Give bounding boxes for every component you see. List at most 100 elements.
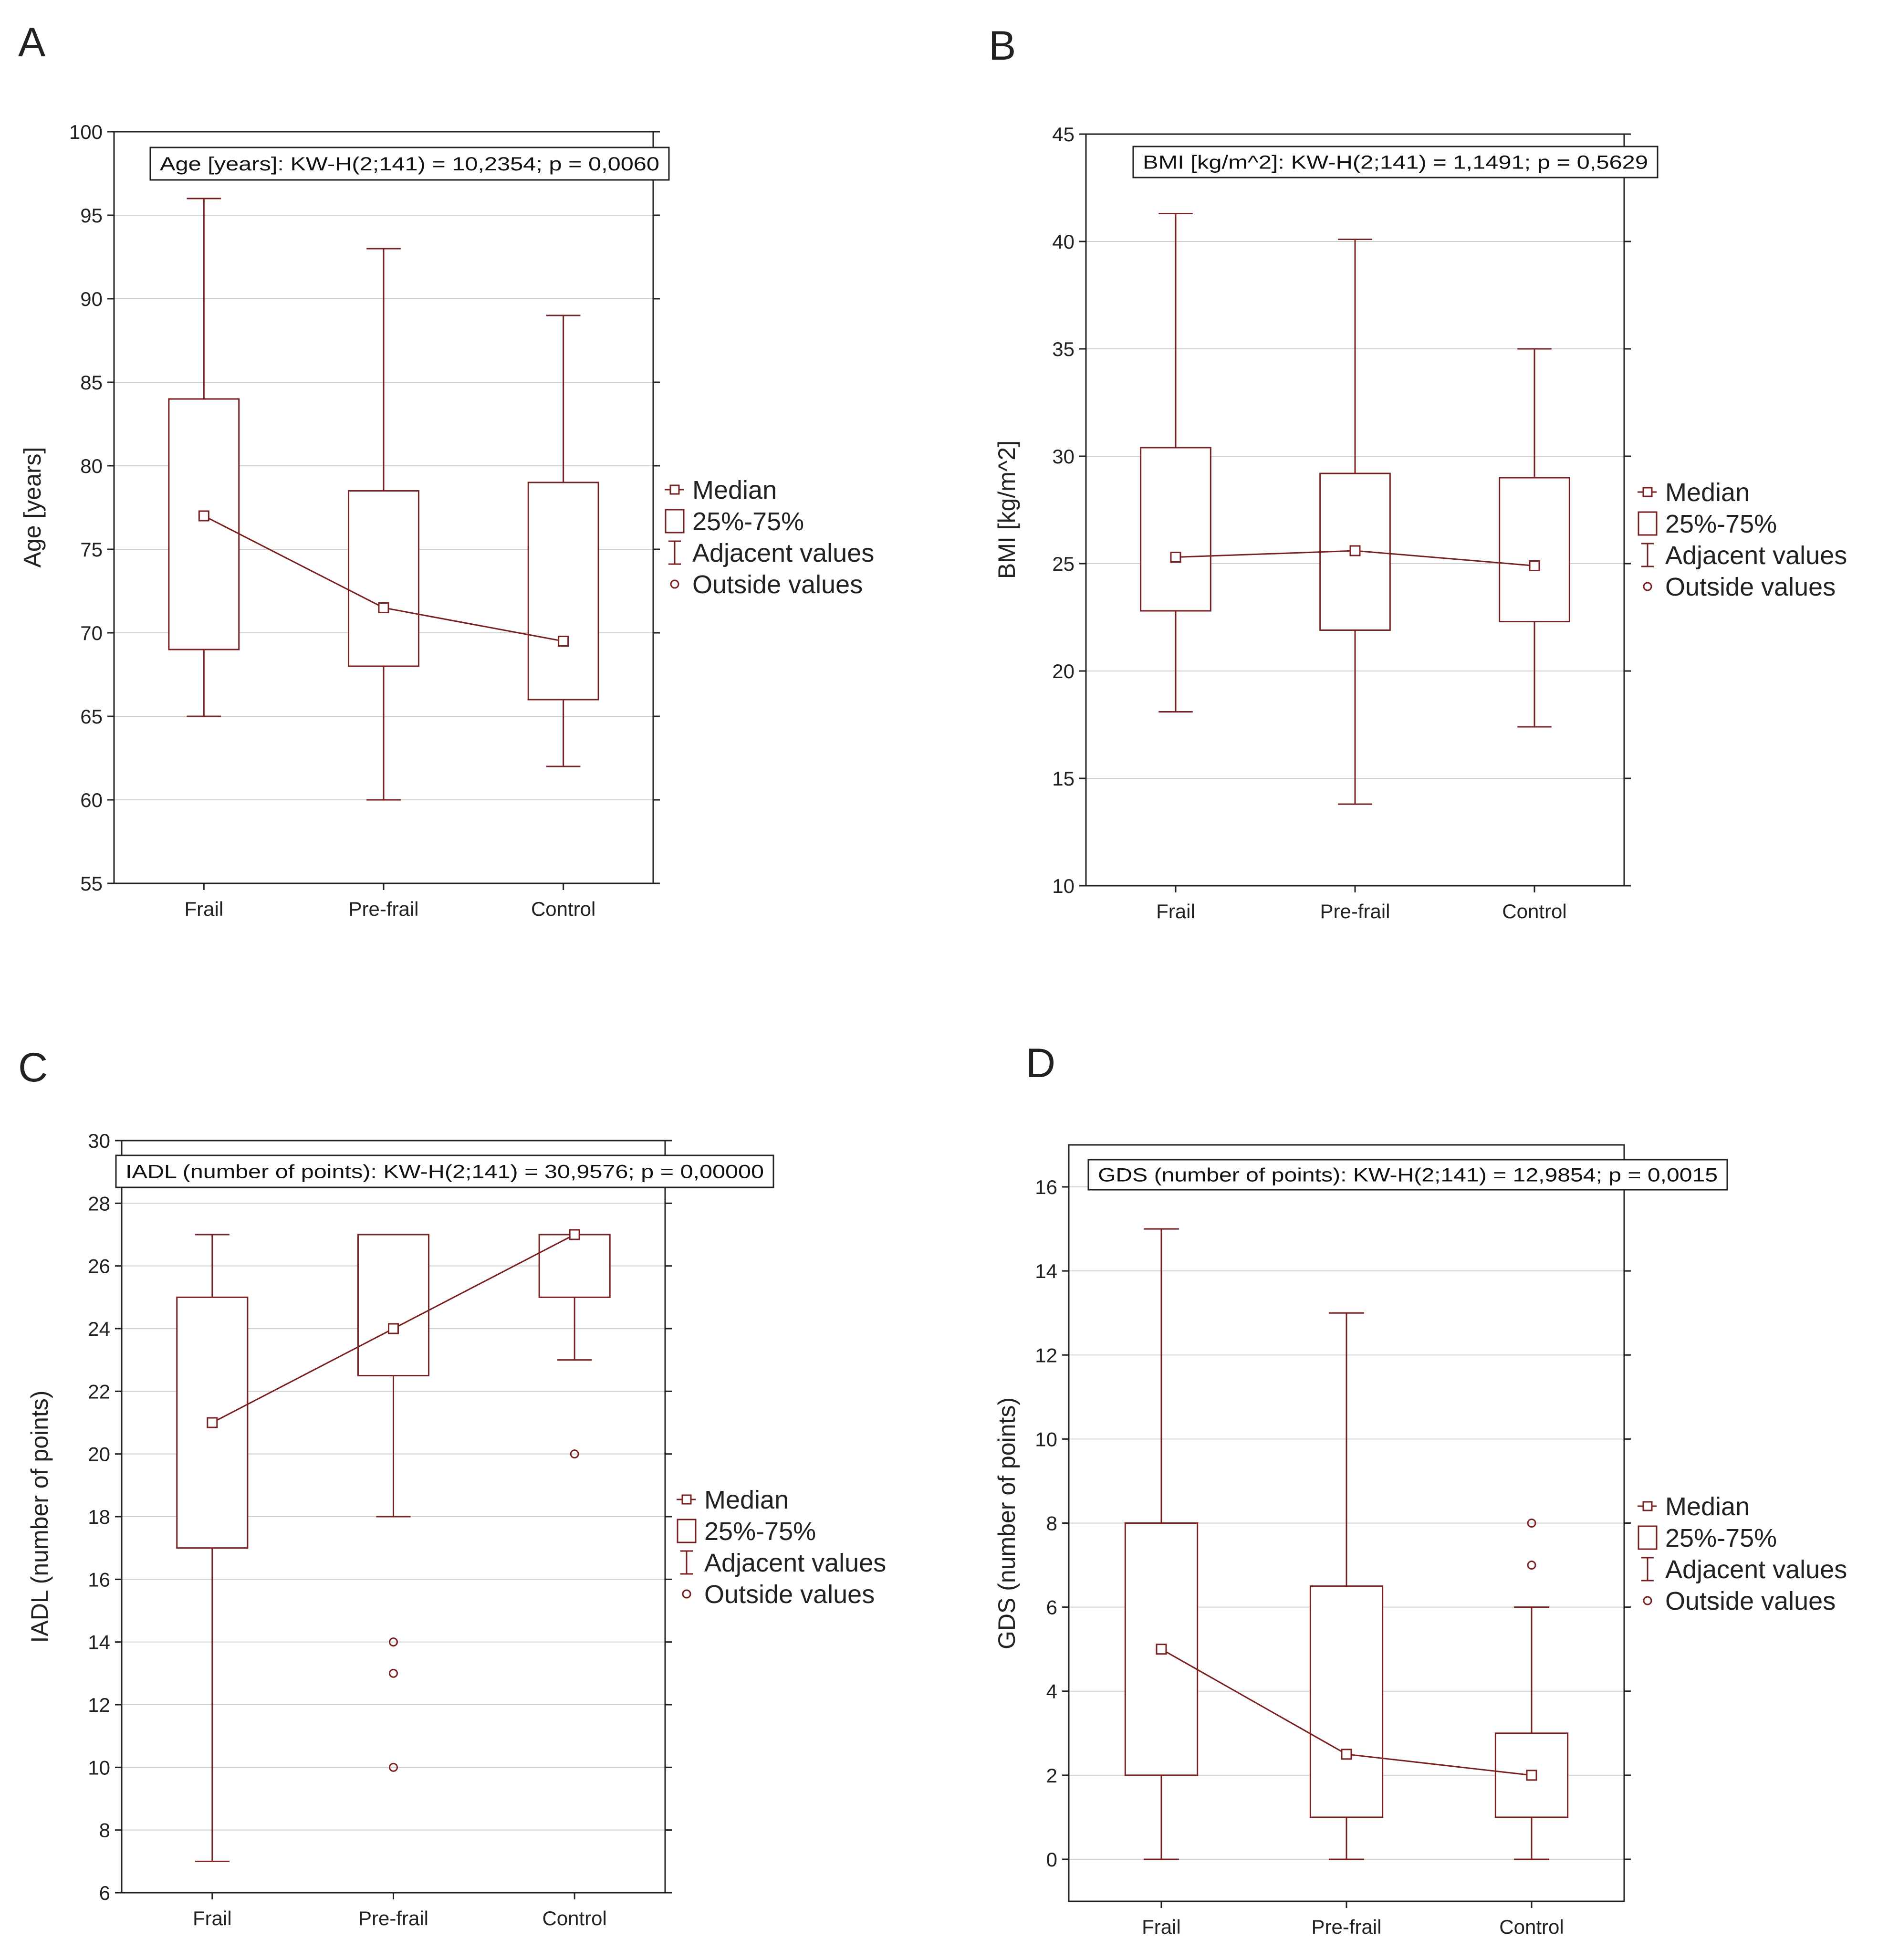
x-tick-label: Control (542, 1907, 606, 1929)
panel-letter: B (989, 23, 1016, 69)
y-axis-label: GDS (number of points) (993, 1397, 1020, 1649)
box-control (527, 314, 599, 767)
box-frail (1140, 213, 1211, 713)
stat-box (149, 147, 670, 181)
legend-median-marker (681, 1494, 692, 1505)
legend-label: Median (692, 476, 777, 504)
median-marker (1170, 552, 1181, 563)
iqr-box (1140, 447, 1211, 612)
legend-label: 25%-75% (704, 1517, 816, 1546)
legend-label: 25%-75% (1665, 510, 1777, 538)
y-tick-label: 30 (1052, 445, 1075, 468)
y-tick-label: 100 (69, 121, 103, 143)
stat-label: BMI [kg/m^2]: KW-H(2;141) = 1,1491; p = … (1143, 152, 1648, 173)
y-tick-label: 25 (1052, 553, 1075, 575)
box-frail (168, 198, 240, 717)
y-tick-label: 20 (88, 1443, 110, 1466)
stat-label: GDS (number of points): KW-H(2;141) = 12… (1098, 1165, 1718, 1186)
legend-box-swatch (1638, 1525, 1658, 1550)
box-control (1499, 348, 1570, 728)
y-tick-label: 35 (1052, 338, 1075, 360)
y-tick-label: 22 (88, 1380, 110, 1403)
y-tick-label: 75 (80, 538, 103, 561)
iqr-box (348, 490, 419, 667)
box-frail (1124, 1228, 1199, 1860)
stat-box (1132, 146, 1659, 178)
x-tick-label: Control (531, 898, 595, 920)
median-marker (207, 1417, 218, 1428)
y-tick-label: 20 (1052, 660, 1075, 682)
legend-outlier-swatch (1643, 1596, 1652, 1605)
y-tick-label: 45 (1052, 123, 1075, 146)
outlier-point (389, 1637, 398, 1647)
legend-box-swatch (677, 1519, 697, 1543)
panel-b: B 10 15 20 25 30 35 40 45 Frail Pre-frail Control BM… (989, 23, 1847, 922)
x-tick-label: Frail (184, 898, 223, 920)
legend: Median 25%-75% Adjacent values Outside valu… (1638, 1492, 1847, 1615)
legend-label: Adjacent values (1665, 1555, 1847, 1584)
y-tick-label: 8 (1046, 1512, 1057, 1535)
y-tick-label: 90 (80, 288, 103, 310)
x-tick-label: Frail (1156, 900, 1195, 922)
iqr-box (527, 482, 599, 701)
legend-outlier-swatch (670, 579, 679, 589)
legend-label: Median (1665, 478, 1750, 507)
y-tick-label: 14 (88, 1631, 110, 1654)
y-tick-label: 10 (88, 1756, 110, 1779)
legend-label: Adjacent values (1665, 541, 1847, 570)
box-pre-frail (1319, 239, 1391, 805)
y-tick-label: 8 (99, 1819, 110, 1842)
median-marker (1341, 1749, 1352, 1760)
legend-label: 25%-75% (692, 507, 804, 536)
x-tick-label: Frail (1142, 1916, 1181, 1938)
stat-label: Age [years]: KW-H(2;141) = 10,2354; p = … (160, 154, 659, 175)
outlier-point (389, 1762, 398, 1772)
box-pre-frail (1309, 1312, 1384, 1860)
panel-letter: C (18, 1045, 48, 1090)
panel-a: A 55 60 65 70 75 80 85 90 95 100 Frail Pre-frail Cont… (18, 20, 874, 920)
y-tick-label: 4 (1046, 1680, 1057, 1703)
legend-outlier-swatch (682, 1589, 691, 1599)
y-tick-label: 14 (1035, 1260, 1057, 1282)
iqr-box (1499, 477, 1570, 622)
box-control (1494, 1519, 1569, 1860)
x-tick-label: Pre-frail (358, 1907, 428, 1929)
median-marker (558, 636, 569, 647)
y-tick-label: 85 (80, 371, 103, 394)
x-tick-label: Pre-frail (1311, 1916, 1381, 1938)
legend-label: Outside values (704, 1580, 875, 1609)
y-tick-label: 12 (1035, 1344, 1057, 1366)
iqr-box (538, 1234, 611, 1298)
legend: Median 25%-75% Adjacent values Outside valu… (677, 1486, 886, 1609)
y-axis-label: BMI [kg/m^2] (993, 440, 1020, 579)
y-tick-label: 24 (88, 1318, 110, 1340)
box-pre-frail (357, 1234, 430, 1772)
y-tick-label: 80 (80, 455, 103, 477)
y-tick-label: 70 (80, 622, 103, 644)
x-tick-label: Control (1502, 900, 1566, 922)
outlier-point (570, 1449, 579, 1459)
y-tick-label: 95 (80, 204, 103, 227)
legend-median-marker (1642, 487, 1653, 497)
stat-box (115, 1154, 774, 1188)
stat-label: IADL (number of points): KW-H(2;141) = 3… (125, 1162, 764, 1183)
y-tick-label: 10 (1052, 875, 1075, 897)
legend-box-swatch (665, 509, 685, 534)
legend-box-swatch (1638, 511, 1658, 536)
panel-d: D 0 2 4 6 8 10 12 14 16 Frail Pre-frail Control GDS (… (993, 1040, 1847, 1938)
y-tick-label: 65 (80, 705, 103, 728)
legend-label: Adjacent values (692, 539, 874, 567)
iqr-box (168, 398, 240, 650)
legend-label: Adjacent values (704, 1549, 886, 1577)
y-tick-label: 16 (88, 1568, 110, 1591)
legend: Median 25%-75% Adjacent values Outside valu… (1638, 478, 1847, 601)
legend-label: Outside values (1665, 573, 1836, 601)
y-tick-label: 15 (1052, 767, 1075, 790)
iqr-box (1309, 1585, 1384, 1818)
legend-median-marker (1642, 1501, 1653, 1511)
legend-label: 25%-75% (1665, 1524, 1777, 1552)
iqr-box (357, 1234, 430, 1376)
y-tick-label: 28 (88, 1192, 110, 1215)
x-tick-label: Frail (193, 1907, 232, 1929)
